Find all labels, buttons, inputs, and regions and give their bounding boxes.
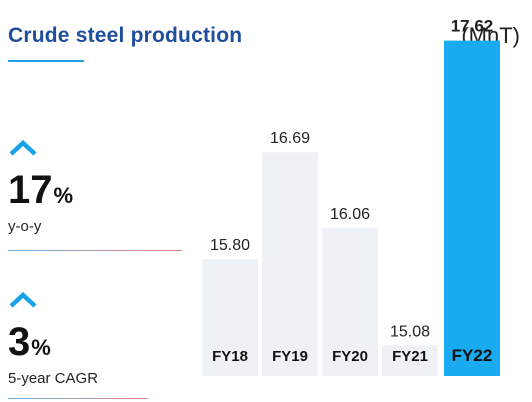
chart-title: Crude steel production xyxy=(8,24,243,47)
yoy-label: y-o-y xyxy=(8,218,42,235)
yoy-divider xyxy=(8,250,182,251)
cagr-stat: 3% xyxy=(8,322,51,362)
bar-fy18 xyxy=(202,259,258,376)
value-label-fy22: 17.62 xyxy=(451,17,494,36)
category-label-fy21: FY21 xyxy=(392,348,428,365)
category-label-fy22: FY22 xyxy=(452,346,493,365)
cagr-value: 3 xyxy=(8,320,31,364)
cagr-divider xyxy=(8,398,148,399)
value-label-fy20: 16.06 xyxy=(330,206,370,223)
title-underline xyxy=(8,60,84,62)
yoy-value: 17 xyxy=(8,168,53,212)
chevron-up-icon xyxy=(9,140,37,156)
category-label-fy20: FY20 xyxy=(332,348,368,365)
cagr-label: 5-year CAGR xyxy=(8,370,99,387)
yoy-percent-sign: % xyxy=(53,183,74,208)
yoy-stat: 17% xyxy=(8,170,73,210)
bar-fy22 xyxy=(444,40,500,376)
value-label-fy18: 15.80 xyxy=(210,237,250,254)
bar-fy21 xyxy=(382,345,438,376)
bar-fy20 xyxy=(322,227,378,376)
category-label-fy18: FY18 xyxy=(212,348,248,365)
value-label-fy19: 16.69 xyxy=(270,130,310,147)
bar-fy19 xyxy=(262,152,318,376)
value-label-fy21: 15.08 xyxy=(390,323,430,340)
category-label-fy19: FY19 xyxy=(272,348,308,365)
chevron-up-icon xyxy=(9,292,37,308)
cagr-percent-sign: % xyxy=(31,335,51,360)
